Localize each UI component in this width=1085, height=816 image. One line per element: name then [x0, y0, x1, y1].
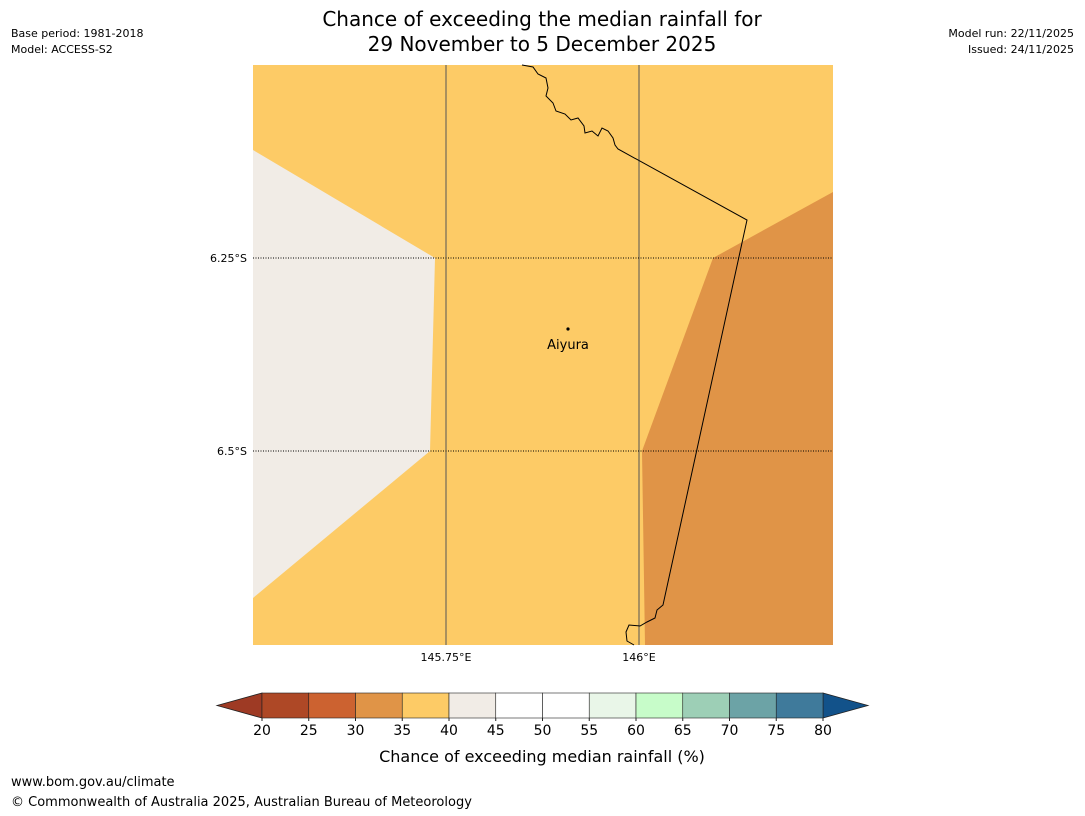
colorbar-tick-label: 40	[440, 723, 458, 739]
colorbar-tick-label: 60	[627, 723, 645, 739]
footer-copyright: © Commonwealth of Australia 2025, Austra…	[11, 795, 472, 810]
colorbar-segment	[495, 692, 543, 719]
meta-right: Model run: 22/11/2025 Issued: 24/11/2025	[948, 26, 1074, 58]
colorbar-tick-label: 65	[674, 723, 692, 739]
province-boundary	[521, 64, 748, 646]
footer-url: www.bom.gov.au/climate	[11, 775, 175, 790]
colorbar-tick-label: 45	[487, 723, 505, 739]
colorbar-tick-label: 50	[534, 723, 552, 739]
colorbar-segment	[682, 692, 730, 719]
colorbar-tick-label: 70	[721, 723, 739, 739]
lat-label-6-5: 6.5°S	[217, 445, 247, 458]
colorbar-tick-label: 20	[253, 723, 271, 739]
colorbar-tick-label: 25	[300, 723, 318, 739]
colorbar-tick-label: 55	[580, 723, 598, 739]
meridians	[445, 65, 640, 645]
colorbar-segment	[308, 692, 356, 719]
location-marker	[566, 327, 570, 331]
colorbar-under-arrow	[215, 692, 263, 719]
colorbar-tick-label: 75	[767, 723, 785, 739]
colorbar-segment	[401, 692, 450, 719]
colorbar-segment	[542, 692, 590, 719]
title-line-2: 29 November to 5 December 2025	[367, 32, 717, 56]
colorbar-segment	[635, 692, 684, 719]
title-line-1: Chance of exceeding the median rainfall …	[322, 7, 762, 31]
colorbar-segment	[261, 692, 310, 719]
lon-label-145-75: 145.75°E	[421, 651, 472, 664]
model-run: Model run: 22/11/2025	[948, 27, 1074, 40]
colorbar-segment	[355, 692, 403, 719]
colorbar-tick-label: 30	[347, 723, 365, 739]
colorbar-tick-label: 35	[393, 723, 411, 739]
parallels	[253, 257, 833, 452]
region-west-band	[253, 150, 435, 598]
region-east-band	[642, 192, 833, 645]
map-title: Chance of exceeding the median rainfall …	[242, 7, 842, 57]
colorbar-segment	[588, 692, 637, 719]
base-period: Base period: 1981-2018	[11, 27, 144, 40]
colorbar-legend: 20 25 30 35 40 45 50 55 60 65 70 75 80	[215, 692, 870, 739]
meta-left: Base period: 1981-2018 Model: ACCESS-S2	[11, 26, 143, 58]
colorbar-segment	[729, 692, 777, 719]
location-label: Aiyura	[547, 338, 589, 353]
model-name: Model: ACCESS-S2	[11, 43, 113, 56]
colorbar-label: Chance of exceeding median rainfall (%)	[379, 747, 705, 766]
colorbar-tick-label: 80	[814, 723, 832, 739]
colorbar-over-arrow	[822, 692, 870, 719]
colorbar-segment	[448, 692, 497, 719]
lon-label-146: 146°E	[622, 651, 655, 664]
issued-date: Issued: 24/11/2025	[967, 43, 1074, 56]
lat-label-6-25: 6.25°S	[210, 252, 247, 265]
map-panel	[253, 64, 833, 646]
colorbar-segment	[775, 692, 824, 719]
